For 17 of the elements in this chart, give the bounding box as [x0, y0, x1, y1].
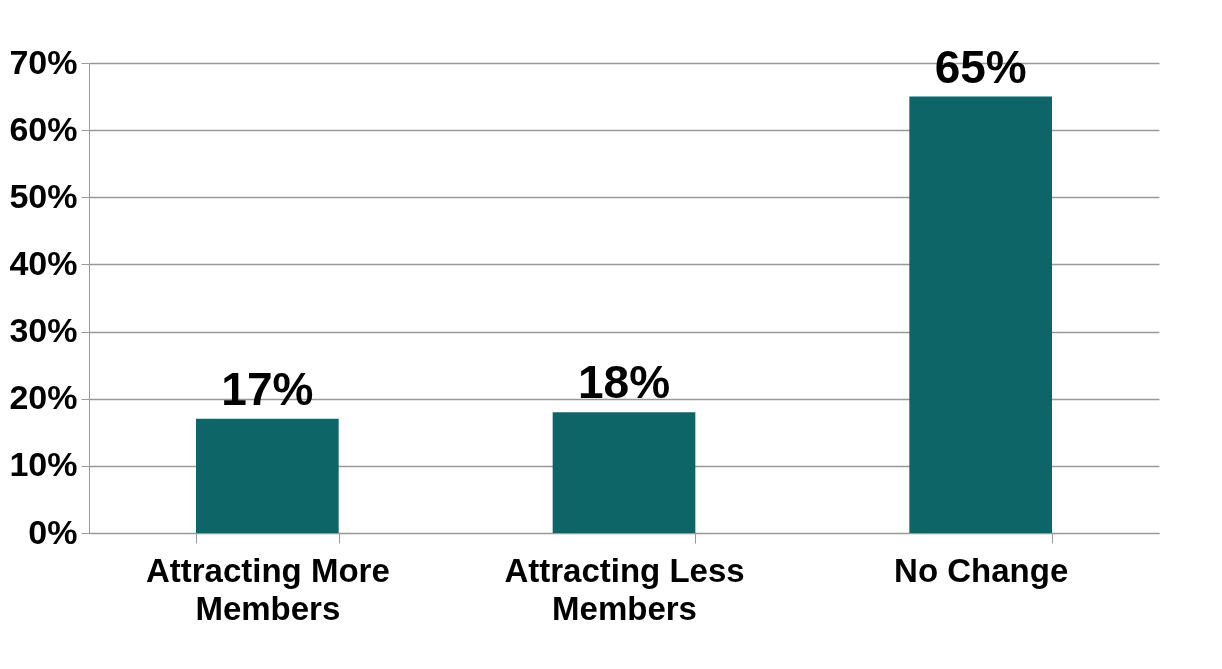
bar: [909, 96, 1052, 533]
y-tick-label: 30%: [9, 311, 78, 350]
y-tick-label: 60%: [9, 109, 78, 148]
y-tick-label: 10%: [9, 445, 78, 484]
y-tick-label: 50%: [9, 176, 78, 215]
x-tick-label: Attracting More Members: [145, 551, 390, 627]
y-tick-label: 40%: [9, 243, 78, 282]
bar: [552, 412, 696, 533]
data-label: 18%: [577, 356, 671, 409]
y-tick-label: 0%: [28, 512, 78, 551]
x-tick-label: Attracting Less Members: [504, 551, 745, 627]
x-tick-label: No Change: [894, 551, 1069, 589]
data-label: 17%: [221, 362, 314, 415]
data-label: 65%: [934, 40, 1027, 93]
y-tick-label: 70%: [9, 42, 78, 81]
y-tick-label: 20%: [9, 378, 78, 417]
bar: [196, 418, 339, 533]
